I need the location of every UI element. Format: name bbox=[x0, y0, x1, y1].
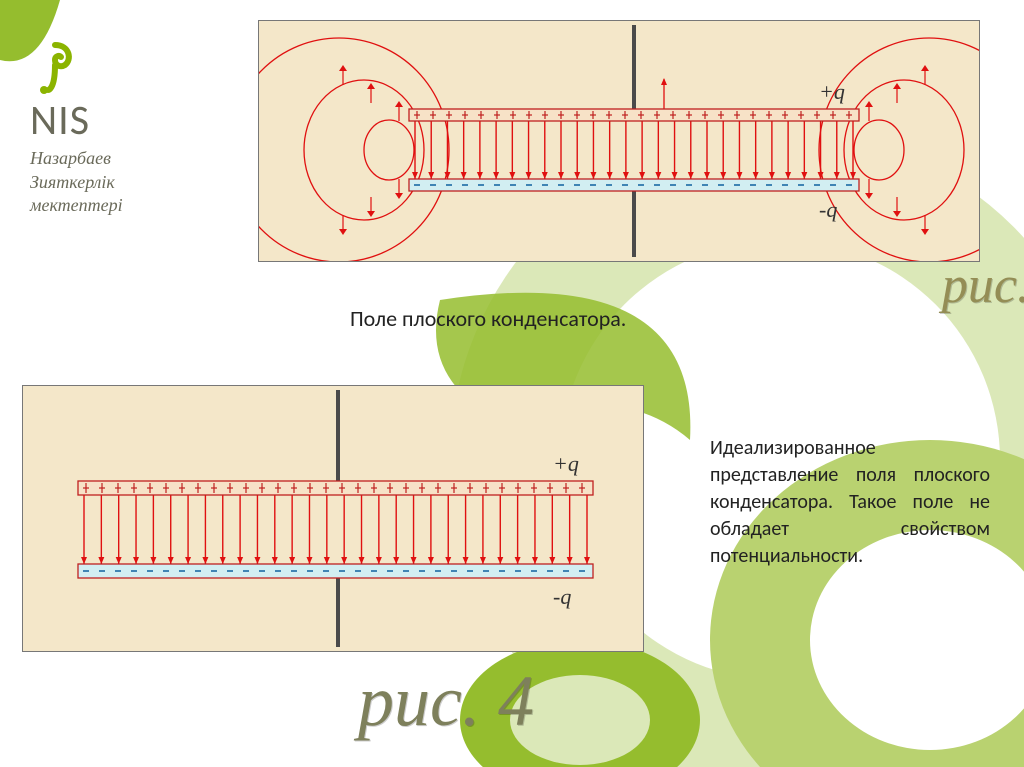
figure-label-bottom: рис. 4 bbox=[358, 660, 534, 743]
svg-text:-q: -q bbox=[819, 197, 837, 222]
logo-line3: мектептері bbox=[30, 195, 230, 217]
caption-right: Идеализированное представление поля плос… bbox=[710, 435, 990, 570]
caption-top: Поле плоского конденсатора. bbox=[350, 305, 626, 332]
logo-brand: NIS bbox=[30, 95, 230, 146]
svg-text:-q: -q bbox=[553, 584, 571, 609]
figure-label-top: рис. bbox=[942, 256, 1024, 315]
logo-line1: Назарбаев bbox=[30, 148, 230, 170]
svg-text:+q: +q bbox=[819, 79, 845, 104]
logo-line2: Зияткерлік bbox=[30, 172, 230, 194]
nis-logo: NIS Назарбаев Зияткерлік мектептері bbox=[30, 40, 230, 217]
logo-swirl-icon bbox=[30, 40, 80, 95]
capacitor-diagram-ideal: +q -q bbox=[22, 385, 644, 652]
svg-text:+q: +q bbox=[553, 451, 579, 476]
capacitor-diagram-with-fringe: +q -q bbox=[258, 20, 980, 262]
